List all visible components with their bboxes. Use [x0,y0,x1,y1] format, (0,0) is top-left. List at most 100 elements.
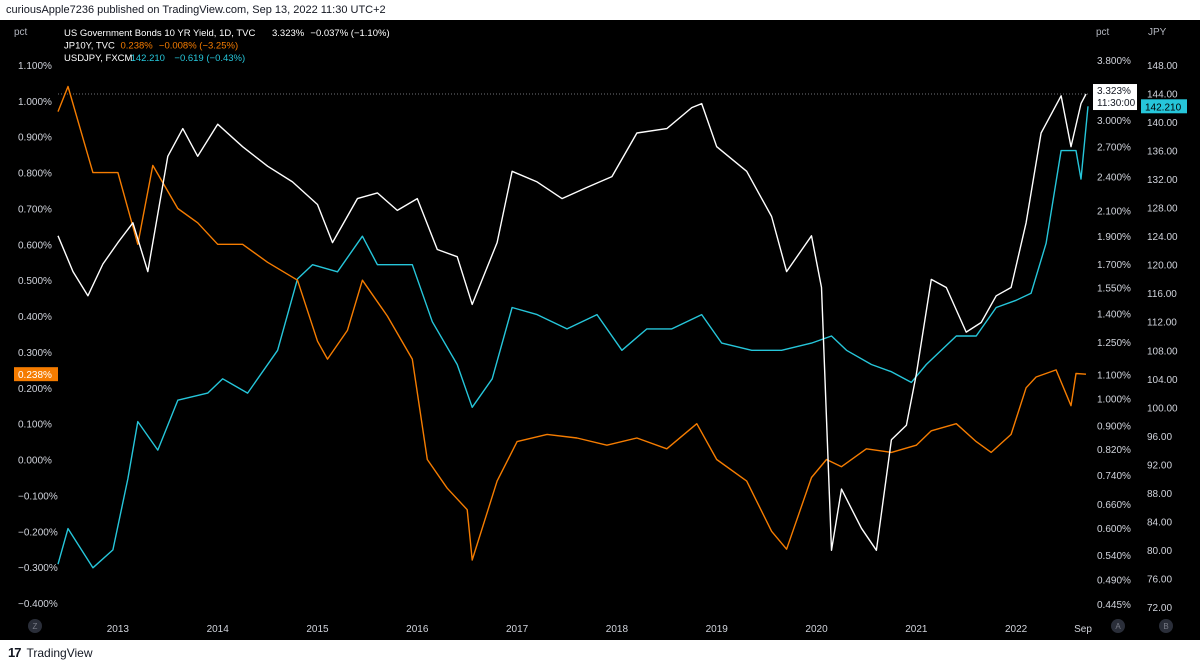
right-axis-tick-label: 128.00 [1147,204,1178,215]
chart-area[interactable]: pct pct JPY 1.100% 1.000% 0.900% 0.800% 0.700% 0… [0,20,1200,640]
left-axis-tick-label: 0.600% [18,240,52,251]
left-axis-tick-label: 0.400% [18,312,52,323]
legend-series-name: JP10Y, TVC [64,41,115,52]
legend-change: −0.037% (−1.10%) [310,28,389,39]
right-axis-tick-label: 88.00 [1147,489,1172,500]
middle-axis-tick-label: 0.600% [1097,524,1131,535]
us10y-last-value-badge [1093,84,1137,111]
x-axis-tick-label: Sep [1074,624,1092,635]
middle-axis-tick-label: 1.700% [1097,260,1131,271]
auto-scale-button[interactable] [1111,619,1125,633]
right-axis-tick-label: 132.00 [1147,175,1178,186]
tradingview-logo-icon: 17 [8,645,22,660]
middle-axis-tick-label: 2.400% [1097,173,1131,184]
x-axis-tick-label: 2015 [306,624,329,635]
x-axis-tick-label: 2016 [406,624,429,635]
right-axis-tick-label: 116.00 [1147,289,1177,300]
usdjpy-last-value-label: 142.210 [1145,102,1182,113]
middle-axis-tick-label: 0.445% [1097,600,1131,611]
right-axis-tick-label: 80.00 [1147,546,1172,557]
auto-scale-button-label: A [1115,622,1121,631]
middle-axis-tick-label: 0.540% [1097,551,1131,562]
middle-axis-tick-label: 1.400% [1097,309,1131,320]
middle-axis-tick-label: 3.000% [1097,116,1131,127]
right-axis-tick-label: 84.00 [1147,517,1172,528]
legend-series-name: US Government Bonds 10 YR Yield, 1D, TVC [64,28,255,39]
left-axis-tick-label: −0.400% [18,599,58,610]
left-axis-tick-label: 1.000% [18,97,52,108]
middle-axis-tick-label: 2.700% [1097,143,1131,154]
middle-axis-tick-label: 0.820% [1097,445,1131,456]
legend-last-value: 3.323% [272,28,305,39]
middle-axis-tick-label: 1.250% [1097,338,1131,349]
right-axis-tick-label: 108.00 [1147,346,1178,357]
us10y-line [57,93,1087,551]
timezone-button[interactable] [28,619,42,633]
scale-b-button[interactable] [1159,619,1173,633]
left-axis-tick-label: 0.100% [18,420,52,431]
right-axis-tick-label: 72.00 [1147,603,1172,614]
right-axis-tick-label: 96.00 [1147,432,1172,443]
us10y-last-value-label: 3.323% [1097,86,1131,97]
publish-bar: curiousApple7236 published on TradingVie… [0,0,1200,20]
legend-change: −0.619 (−0.43%) [174,53,245,64]
x-axis-tick-label: 2013 [107,624,130,635]
footer-bar: 17 TradingView [0,640,1200,664]
x-axis-tick-label: 2022 [1005,624,1028,635]
tradingview-brand-label: TradingView [26,645,93,660]
left-axis-tick-label: −0.200% [18,527,58,538]
left-axis-tick-label: 1.100% [18,61,52,72]
right-axis-tick-label: 140.00 [1147,118,1178,129]
middle-axis-tick-label: 3.800% [1097,56,1131,67]
right-axis-tick-label: 104.00 [1147,375,1178,386]
left-axis-tick-label: 0.800% [18,169,52,180]
right-axis-unit-label: JPY [1148,27,1167,38]
tradingview-brand[interactable]: 17 TradingView [8,645,93,660]
middle-axis-tick-label: 1.900% [1097,232,1131,243]
legend-last-value: 0.238% [121,41,154,52]
right-axis-tick-label: 112.00 [1147,318,1177,329]
left-axis-tick-label: −0.300% [18,563,58,574]
middle-axis-tick-label: 0.660% [1097,500,1131,511]
middle-axis-tick-label: 0.900% [1097,421,1131,432]
x-axis-tick-label: 2020 [805,624,828,635]
right-axis-tick-label: 124.00 [1147,232,1178,243]
middle-axis-unit-label: pct [1096,27,1110,38]
left-axis-tick-label: 0.300% [18,348,52,359]
middle-axis-tick-label: 1.000% [1097,395,1131,406]
jp10y-last-value-badge [14,367,58,382]
middle-axis-tick-label: 1.100% [1097,370,1131,381]
middle-axis-tick-label: 0.740% [1097,471,1131,482]
right-axis-tick-label: 120.00 [1147,261,1178,272]
middle-axis-tick-label: 1.550% [1097,283,1131,294]
chart-svg[interactable]: pct pct JPY 1.100% 1.000% 0.900% 0.800% 0.700% 0… [0,20,1200,640]
left-axis-unit-label: pct [14,27,28,38]
right-axis-tick-label: 76.00 [1147,574,1172,585]
usdjpy-last-value-badge [1141,99,1187,114]
usdjpy-line [57,106,1089,569]
jp10y-last-value-label: 0.238% [18,370,52,381]
legend-series-name: USDJPY, FXCM [64,53,133,64]
x-axis-tick-label: 2014 [207,624,230,635]
right-axis-tick-label: 92.00 [1147,460,1172,471]
right-axis-tick-label: 136.00 [1147,147,1178,158]
jp10y-line [57,85,1087,561]
legend-change: −0.008% (−3.25%) [159,41,238,52]
x-axis-tick-label: 2019 [706,624,729,635]
right-axis-tick-label: 148.00 [1147,61,1178,72]
left-axis-tick-label: 0.500% [18,276,52,287]
legend-last-value: 142.210 [131,53,165,64]
timezone-button-label: Z [33,622,38,631]
middle-axis-tick-label: 2.100% [1097,206,1131,217]
middle-axis-tick-label: 0.490% [1097,576,1131,587]
publish-info: curiousApple7236 published on TradingVie… [6,4,386,16]
left-axis-tick-label: −0.100% [18,491,58,502]
left-axis-tick-label: 0.900% [18,133,52,144]
x-axis-tick-label: 2018 [606,624,629,635]
right-axis-tick-label: 144.00 [1147,90,1178,101]
x-axis-tick-label: 2017 [506,624,529,635]
us10y-last-time-label: 11:30:00 [1097,98,1136,109]
left-axis-tick-label: 0.200% [18,384,52,395]
scale-b-button-label: B [1163,622,1168,631]
left-axis-tick-label: 0.000% [18,456,52,467]
